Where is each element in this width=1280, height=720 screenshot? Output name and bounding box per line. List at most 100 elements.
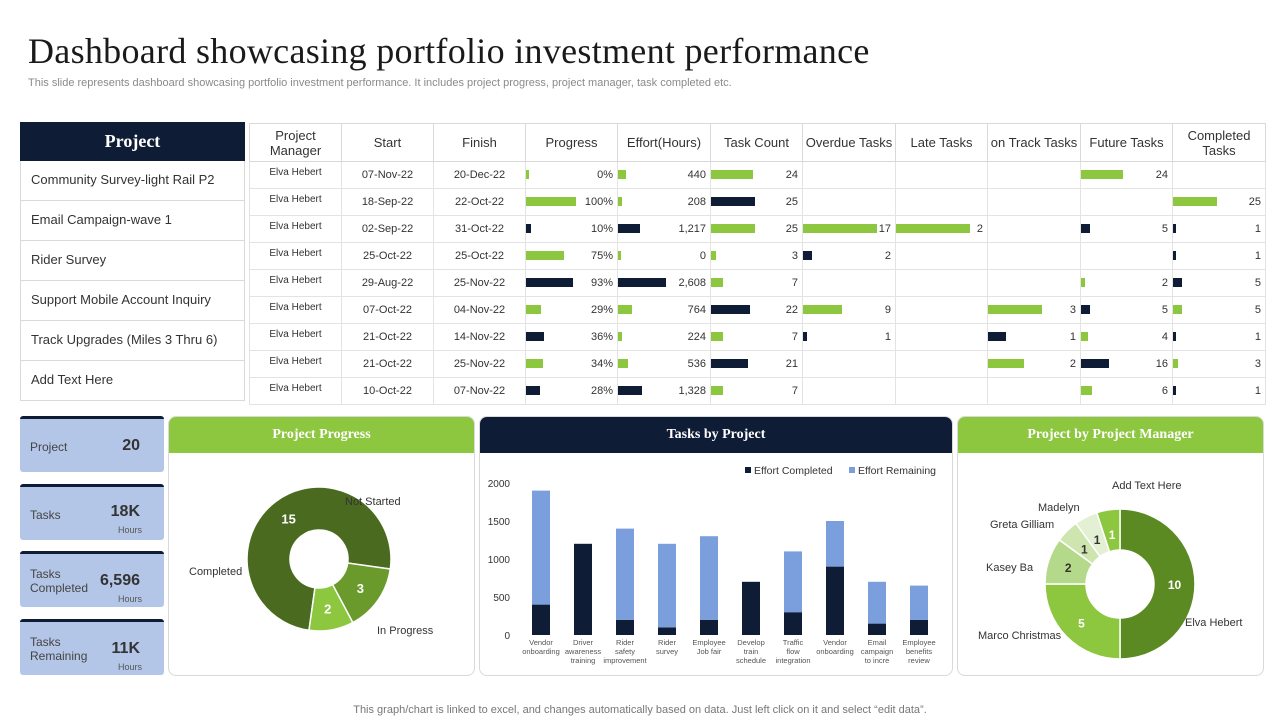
cell-bar — [1081, 224, 1090, 233]
legend-label-in-progress: In Progress — [377, 625, 434, 637]
x-tick-label: Employee benefits review — [902, 638, 935, 665]
cell-future: 24 — [1080, 161, 1173, 189]
cell-bar — [1173, 305, 1182, 314]
y-tick-label: 1000 — [488, 555, 511, 566]
bar-effort-remaining[interactable] — [826, 521, 844, 567]
tasks-by-project-chart[interactable]: 0 500 1000 1500 2000 Effort Completed Effort R… — [480, 453, 953, 676]
cell-late — [895, 323, 988, 351]
cell-task-count: 22 — [710, 296, 803, 324]
table-header: Task Count — [710, 123, 803, 162]
bar-effort-completed[interactable] — [574, 543, 592, 635]
bar-effort-remaining[interactable] — [784, 551, 802, 613]
cell-value: 5 — [1254, 277, 1261, 289]
bar-effort-completed[interactable] — [532, 604, 550, 635]
bar-effort-completed[interactable] — [826, 566, 844, 635]
table-row[interactable]: Elva Hebert 21-Oct-22 14-Nov-22 36% 224 7 1 1 4 1 — [249, 323, 1266, 351]
cell-bar — [526, 224, 531, 233]
cell-value: 2 — [884, 250, 891, 262]
cell-completed: 5 — [1172, 296, 1266, 324]
table-header: Progress — [525, 123, 618, 162]
cell-effort: 1,328 — [617, 377, 711, 405]
cell-value: 1 — [1254, 250, 1261, 262]
bar-effort-completed[interactable] — [910, 619, 928, 635]
cell-bar — [618, 170, 627, 179]
cell-task-count: 7 — [710, 323, 803, 351]
cell-bar — [618, 197, 622, 206]
project-list-item[interactable]: Rider Survey — [20, 241, 245, 281]
bar-effort-completed[interactable] — [784, 612, 802, 635]
cell-finish: 04-Nov-22 — [433, 296, 526, 324]
cell-value: 3 — [791, 250, 798, 262]
legend-label-effort-remaining: Effort Remaining — [858, 465, 936, 477]
cell-value: 0 — [699, 250, 706, 262]
slice-value: 2 — [324, 602, 331, 617]
project-list-item[interactable]: Add Text Here — [20, 361, 245, 401]
slice-not-started[interactable] — [308, 583, 354, 632]
cell-manager: Elva Hebert — [249, 242, 342, 270]
cell-overdue — [802, 161, 896, 189]
cell-value: 1 — [1254, 331, 1261, 343]
project-progress-chart[interactable]: 15 3 2 In Progress Completed Not Started — [169, 453, 475, 676]
cell-bar — [1173, 251, 1176, 260]
cell-bar — [618, 359, 628, 368]
cell-value: 7 — [791, 277, 798, 289]
bar-effort-completed[interactable] — [616, 619, 634, 635]
cell-value: 22 — [785, 304, 798, 316]
bar-effort-completed[interactable] — [742, 581, 760, 635]
cell-on-track — [987, 377, 1081, 405]
bar-effort-remaining[interactable] — [868, 581, 886, 624]
bar-effort-remaining[interactable] — [616, 528, 634, 620]
project-list-item[interactable]: Support Mobile Account Inquiry — [20, 281, 245, 321]
cell-start: 21-Oct-22 — [341, 350, 434, 378]
cell-effort: 440 — [617, 161, 711, 189]
cell-finish: 25-Nov-22 — [433, 269, 526, 297]
table-row[interactable]: Elva Hebert 07-Nov-22 20-Dec-22 0% 440 24 24 — [249, 161, 1266, 189]
cell-overdue — [802, 377, 896, 405]
project-list-item[interactable]: Community Survey-light Rail P2 — [20, 161, 245, 201]
cell-bar — [711, 251, 717, 260]
bar-effort-completed[interactable] — [868, 623, 886, 635]
cell-value: 10% — [590, 223, 613, 235]
kpi-card-tasks-remaining: Tasks Remaining 11K Hours — [20, 619, 164, 675]
bar-effort-remaining[interactable] — [700, 536, 718, 620]
project-list-item[interactable]: Track Upgrades (Miles 3 Thru 6) — [20, 321, 245, 361]
cell-bar — [711, 278, 724, 287]
legend-label-greta-gilliam: Greta Gilliam — [990, 519, 1054, 531]
cell-value: 25 — [1248, 196, 1261, 208]
slice-add-text-here[interactable] — [1095, 508, 1121, 553]
footer-note: This graph/chart is linked to excel, and… — [353, 704, 927, 716]
slice-marco-christmas[interactable] — [1044, 583, 1121, 660]
kpi-value: 11K — [111, 640, 140, 657]
table-row[interactable]: Elva Hebert 29-Aug-22 25-Nov-22 93% 2,608 7 2 5 — [249, 269, 1266, 297]
slice-in-progress[interactable] — [246, 486, 392, 632]
bar-effort-remaining[interactable] — [910, 585, 928, 620]
cell-bar — [1081, 278, 1085, 287]
table-row[interactable]: Elva Hebert 10-Oct-22 07-Nov-22 28% 1,328 7 6 1 — [249, 377, 1266, 405]
cell-value: 36% — [590, 331, 613, 343]
table-row[interactable]: Elva Hebert 21-Oct-22 25-Nov-22 34% 536 21 2 16… — [249, 350, 1266, 378]
cell-value: 24 — [1155, 169, 1168, 181]
cell-value: 17 — [878, 223, 891, 235]
table-header: Effort(Hours) — [617, 123, 711, 162]
cell-value: 93% — [590, 277, 613, 289]
cell-value: 3 — [1254, 358, 1261, 370]
table-row[interactable]: Elva Hebert 25-Oct-22 25-Oct-22 75% 0 3 2 1 — [249, 242, 1266, 270]
cell-effort: 208 — [617, 188, 711, 216]
cell-manager: Elva Hebert — [249, 296, 342, 324]
bar-effort-remaining[interactable] — [658, 543, 676, 628]
bar-effort-completed[interactable] — [658, 627, 676, 635]
cell-on-track — [987, 242, 1081, 270]
table-row[interactable]: Elva Hebert 02-Sep-22 31-Oct-22 10% 1,217 25 1… — [249, 215, 1266, 243]
table-row[interactable]: Elva Hebert 18-Sep-22 22-Oct-22 100% 208 25 25 — [249, 188, 1266, 216]
slice-elva-hebert[interactable] — [1119, 508, 1196, 660]
table-row[interactable]: Elva Hebert 07-Oct-22 04-Nov-22 29% 764 22 9 3 5… — [249, 296, 1266, 324]
kpi-card-project: Project 20 — [20, 416, 164, 472]
bar-effort-completed[interactable] — [700, 619, 718, 635]
x-tick-label: Email campaign to incre — [861, 638, 894, 665]
bar-effort-remaining[interactable] — [532, 490, 550, 605]
table-header: on Track Tasks — [987, 123, 1081, 162]
kpi-value: 6,596 — [99, 572, 140, 589]
project-list-item[interactable]: Email Campaign-wave 1 — [20, 201, 245, 241]
cell-progress: 34% — [525, 350, 618, 378]
